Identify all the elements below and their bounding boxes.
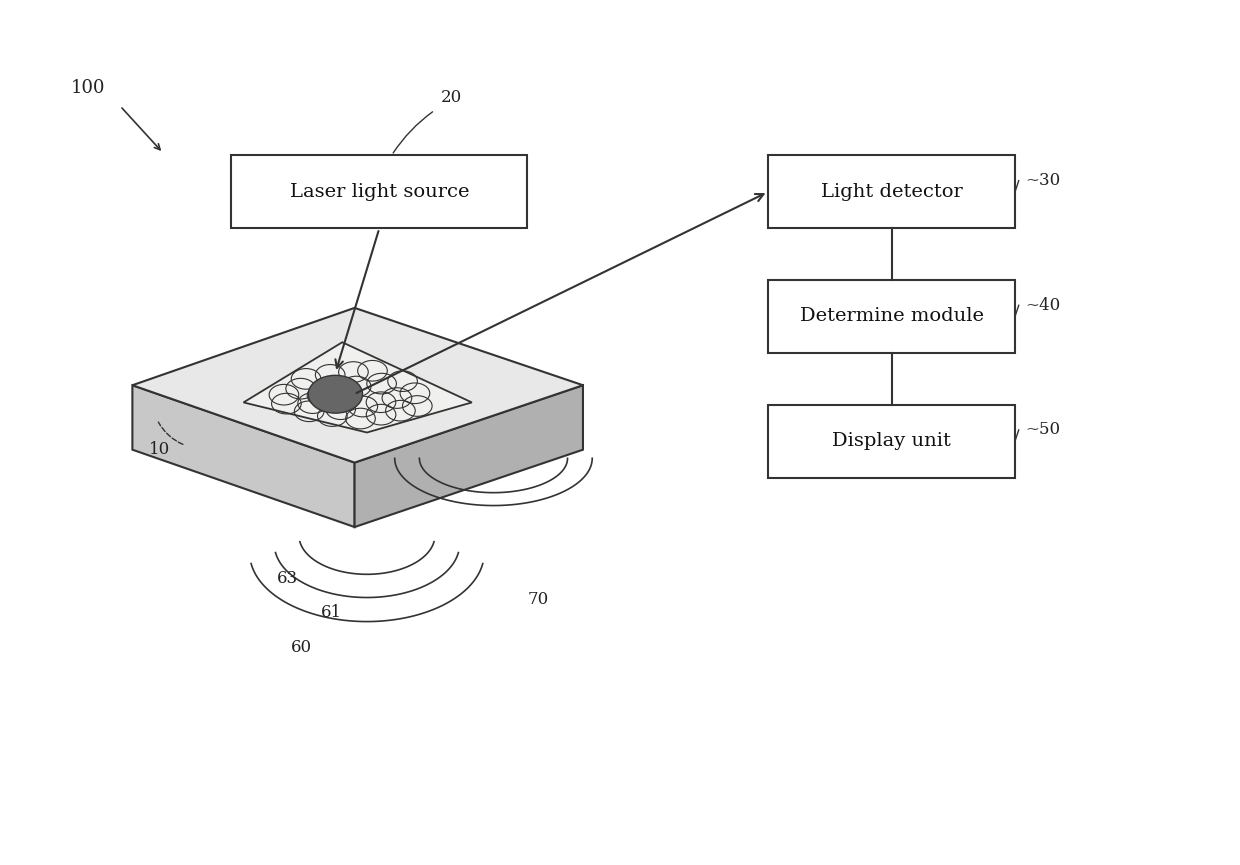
Polygon shape — [355, 385, 583, 527]
Text: Light detector: Light detector — [821, 183, 962, 201]
Text: 20: 20 — [441, 88, 463, 106]
Circle shape — [309, 375, 362, 413]
Text: 100: 100 — [71, 79, 105, 97]
Text: 61: 61 — [321, 605, 342, 621]
FancyBboxPatch shape — [768, 405, 1016, 477]
Text: ~30: ~30 — [1025, 172, 1060, 189]
Text: 60: 60 — [290, 638, 311, 656]
Polygon shape — [243, 343, 472, 432]
FancyBboxPatch shape — [768, 156, 1016, 228]
Text: 70: 70 — [527, 592, 548, 608]
Polygon shape — [133, 308, 583, 463]
Text: 63: 63 — [277, 570, 298, 587]
FancyBboxPatch shape — [768, 280, 1016, 353]
FancyBboxPatch shape — [231, 156, 527, 228]
Text: Laser light source: Laser light source — [289, 183, 469, 201]
Text: ~50: ~50 — [1025, 421, 1060, 439]
Text: 10: 10 — [149, 441, 170, 458]
Text: Determine module: Determine module — [800, 307, 983, 325]
Text: Display unit: Display unit — [832, 432, 951, 450]
Polygon shape — [133, 385, 355, 527]
Text: ~40: ~40 — [1025, 297, 1060, 314]
